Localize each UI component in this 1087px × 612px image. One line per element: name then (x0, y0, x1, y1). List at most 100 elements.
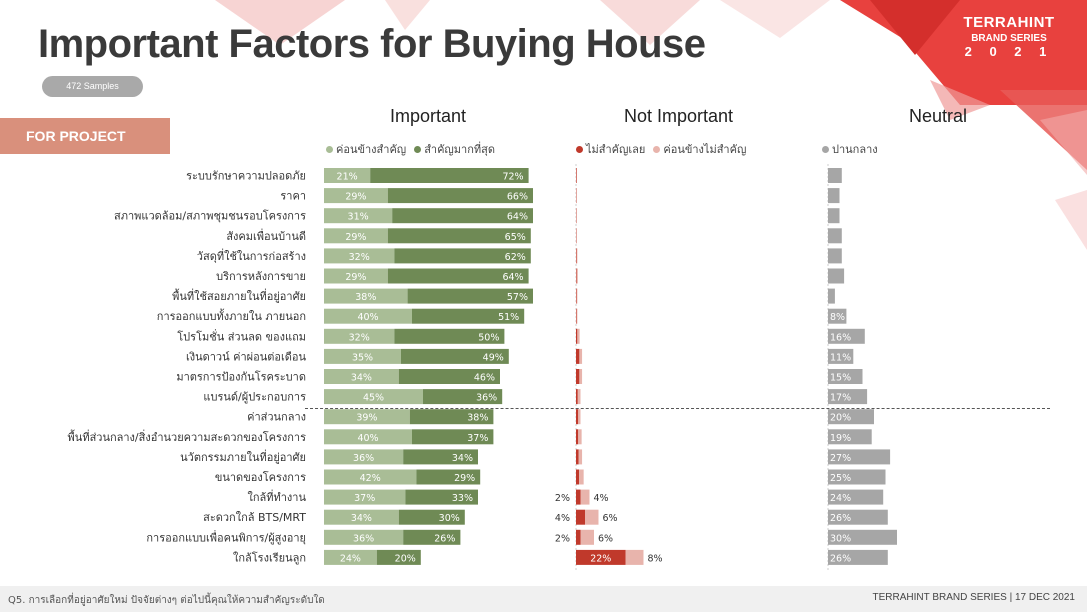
brand-series: BRAND SERIES (971, 33, 1047, 44)
group-heading-neutral: Neutral (909, 106, 968, 126)
bar-most-important (394, 328, 505, 344)
bar-somewhat-important (324, 328, 395, 344)
category-label: แบรนด์/ผู้ประกอบการ (203, 391, 306, 404)
bar-somewhat-not-important (580, 489, 590, 505)
bar-not-important-at-all (576, 369, 580, 384)
category-label: สังคมเพื่อนบ้านดี (226, 228, 306, 243)
data-label-most-important: 37% (467, 433, 488, 444)
bar-most-important (401, 348, 509, 364)
data-label-most-important: 49% (483, 352, 504, 363)
data-label-somewhat-important: 34% (351, 513, 372, 524)
bar-neutral (828, 348, 854, 364)
bar-not-important-at-all (576, 549, 626, 565)
bar-somewhat-important (324, 449, 404, 465)
bar-somewhat-not-important (576, 268, 578, 284)
legend-swatch-most-important (414, 145, 422, 153)
data-label-somewhat-important: 38% (355, 292, 376, 303)
bar-not-important-at-all (576, 449, 579, 465)
category-label: พื้นที่ส่วนกลาง/สิ่งอำนวยความสะดวกของโคร… (68, 429, 307, 444)
category-label: โปรโมชั่น ส่วนลด ของแถม (177, 328, 306, 343)
bar-most-important (409, 409, 494, 425)
data-label-most-important: 38% (467, 413, 488, 424)
bar-most-important (403, 449, 478, 465)
legend-label-most-important: สำคัญมากที่สุด (424, 143, 496, 156)
data-label-neutral: 30% (830, 533, 851, 544)
bar-somewhat-not-important (578, 429, 582, 445)
bar-somewhat-important (324, 308, 412, 324)
data-label-somewhat-important: 42% (360, 473, 381, 484)
category-label: สภาพแวดล้อม/สภาพชุมชนรอบโครงการ (114, 209, 306, 223)
data-label-most-important: 64% (507, 212, 528, 223)
data-label-neutral: 16% (830, 332, 851, 343)
bar-neutral (828, 549, 888, 565)
bar-not-important-at-all (576, 509, 585, 525)
data-label-most-important: 33% (452, 493, 473, 504)
bar-somewhat-not-important (577, 389, 581, 405)
bar-somewhat-not-important (579, 369, 583, 384)
bar-somewhat-not-important (576, 288, 578, 304)
section-divider (305, 408, 1050, 409)
data-label-somewhat-important: 35% (352, 352, 373, 363)
bar-most-important (423, 389, 503, 405)
bar-neutral (828, 449, 891, 465)
data-label-somewhat-not-important: 6% (603, 513, 618, 524)
data-label-somewhat-important: 40% (357, 312, 378, 323)
data-label-most-important: 62% (505, 252, 526, 263)
bar-most-important (392, 208, 533, 224)
bar-neutral (828, 168, 842, 183)
data-label-somewhat-important: 32% (349, 332, 370, 343)
bar-somewhat-important (324, 288, 408, 304)
bar-somewhat-not-important (578, 409, 581, 425)
data-label-neutral: 8% (830, 312, 845, 323)
data-label-neutral: 24% (830, 493, 851, 504)
bar-neutral (828, 268, 845, 284)
brand-name: TERRAHINT (963, 14, 1055, 31)
data-label-most-important: 51% (498, 312, 519, 323)
bar-somewhat-not-important (576, 308, 578, 324)
bar-not-important-at-all (576, 248, 577, 264)
data-label-somewhat-not-important: 8% (648, 553, 663, 564)
bar-somewhat-important (324, 429, 412, 445)
bar-neutral (828, 369, 863, 384)
bar-not-important-at-all (576, 409, 579, 425)
data-label-somewhat-not-important: 4% (594, 493, 609, 504)
data-label-somewhat-important: 29% (345, 192, 366, 203)
data-label-most-important: 72% (502, 172, 523, 183)
bar-neutral (828, 489, 884, 505)
bar-somewhat-important (324, 188, 388, 204)
data-label-somewhat-important: 29% (345, 272, 366, 283)
data-label-somewhat-not-important: 6% (598, 533, 613, 544)
category-label: สะดวกใกล้ BTS/MRT (203, 511, 306, 524)
bar-most-important (370, 168, 529, 183)
legend-label-somewhat-not-important: ค่อนข้างไม่สำคัญ (663, 143, 747, 156)
data-label-somewhat-important: 39% (356, 413, 377, 424)
data-label-most-important: 65% (505, 232, 526, 243)
category-label: ขนาดของโครงการ (215, 470, 306, 484)
category-label: การออกแบบเพื่อคนพิการ/ผู้สูงอายุ (146, 529, 306, 544)
bar-most-important (387, 188, 533, 204)
footer-question: Q5. การเลือกที่อยู่อาศัยใหม่ ปัจจัยต่างๆ… (8, 595, 325, 606)
bar-not-important-at-all (576, 429, 579, 445)
brand-logo: TERRAHINT BRAND SERIES 2 0 2 1 (944, 14, 1074, 74)
bar-not-important-at-all (576, 469, 580, 485)
sample-size-badge: 472 Samples (42, 76, 143, 97)
section-tag: FOR PROJECT (0, 118, 170, 154)
category-label: ใกล้โรงเรียนลูก (233, 550, 306, 564)
bar-most-important (407, 288, 533, 304)
bar-neutral (828, 409, 874, 425)
bar-somewhat-important (324, 168, 371, 183)
category-label: ระบบรักษาความปลอดภัย (186, 170, 306, 183)
data-label-not-important-at-all: 2% (555, 493, 570, 504)
bar-somewhat-not-important (576, 248, 578, 264)
footer-bar (0, 586, 1087, 612)
data-label-somewhat-important: 32% (349, 252, 370, 263)
bar-somewhat-not-important (579, 348, 583, 364)
group-heading-important: Important (390, 106, 467, 126)
data-label-neutral: 19% (830, 433, 851, 444)
footer-credit: TERRAHINT BRAND SERIES | 17 DEC 2021 (872, 592, 1075, 603)
data-label-most-important: 36% (476, 393, 497, 404)
data-label-neutral: 17% (830, 393, 851, 404)
data-label-not-important-at-all: 2% (555, 533, 570, 544)
brand-year: 2 0 2 1 (964, 44, 1054, 59)
